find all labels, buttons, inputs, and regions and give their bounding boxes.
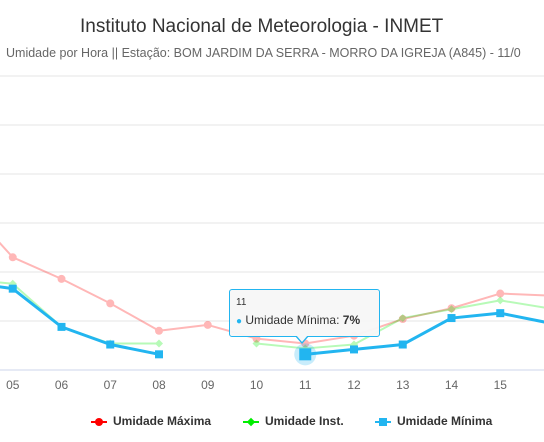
tooltip-header: 11 (236, 297, 247, 308)
data-point (203, 320, 212, 329)
data-point (447, 304, 456, 313)
chart-title: Instituto Nacional de Meteorologia - INM… (80, 16, 444, 37)
data-point (57, 274, 66, 283)
x-tick-label: 13 (396, 378, 410, 392)
data-point (398, 315, 407, 324)
chart-legend: Umidade Máxima Umidade Inst. Umidade Mín… (0, 412, 544, 432)
data-point (57, 322, 66, 331)
x-tick-label: 10 (250, 378, 264, 392)
data-point (496, 309, 505, 318)
x-axis: 05 06 07 08 09 10 11 12 13 14 15 (0, 369, 544, 392)
data-point (8, 253, 17, 262)
data-point (155, 326, 163, 335)
series-line (0, 241, 544, 345)
hover-point (299, 348, 312, 361)
diamond-marker-icon (246, 417, 256, 427)
data-point (496, 296, 505, 305)
series-layer (0, 241, 544, 366)
chart-subtitle: Umidade por Hora || Estação: BOM JARDIM … (6, 46, 521, 60)
data-point (8, 284, 17, 293)
x-tick-label: 06 (55, 378, 69, 392)
legend-label: Umidade Inst. (265, 414, 344, 428)
data-point (106, 299, 115, 308)
x-tick-label: 07 (104, 378, 118, 392)
x-tick-label: 09 (201, 378, 215, 392)
legend-label: Umidade Mínima (397, 414, 493, 428)
data-point (447, 305, 456, 314)
x-tick-label: 14 (445, 378, 459, 392)
circle-marker-icon (95, 418, 103, 426)
tooltip-dot-icon: ● (236, 316, 243, 327)
humidity-line-chart: 05 06 07 08 09 10 11 12 13 14 15 (0, 75, 544, 392)
data-point (496, 289, 505, 298)
tooltip-row: ● Umidade Mínima: 7% (236, 313, 360, 327)
x-tick-label: 12 (347, 378, 361, 392)
series-line (305, 311, 544, 356)
data-tooltip: 11 ● Umidade Mínima: 7% (229, 289, 380, 337)
tooltip-value: 7% (342, 313, 361, 327)
data-point (106, 340, 115, 349)
data-point (252, 339, 261, 348)
x-tick-label: 08 (152, 378, 166, 392)
tooltip-arrow-fill (296, 335, 308, 342)
grid-lines (0, 75, 544, 322)
legend-label: Umidade Máxima (113, 414, 212, 428)
data-point (398, 340, 407, 349)
x-tick-label: 05 (6, 378, 20, 392)
tooltip-series-label: Umidade Mínima: (245, 313, 343, 327)
data-point (447, 314, 456, 323)
x-tick-label: 11 (299, 378, 312, 392)
data-point (155, 339, 163, 348)
data-point (398, 314, 407, 323)
data-point (155, 350, 163, 359)
square-marker-icon (379, 418, 387, 426)
series-umidade-m-nima (0, 284, 544, 359)
x-tick-label: 15 (494, 378, 508, 392)
data-point (350, 345, 358, 354)
